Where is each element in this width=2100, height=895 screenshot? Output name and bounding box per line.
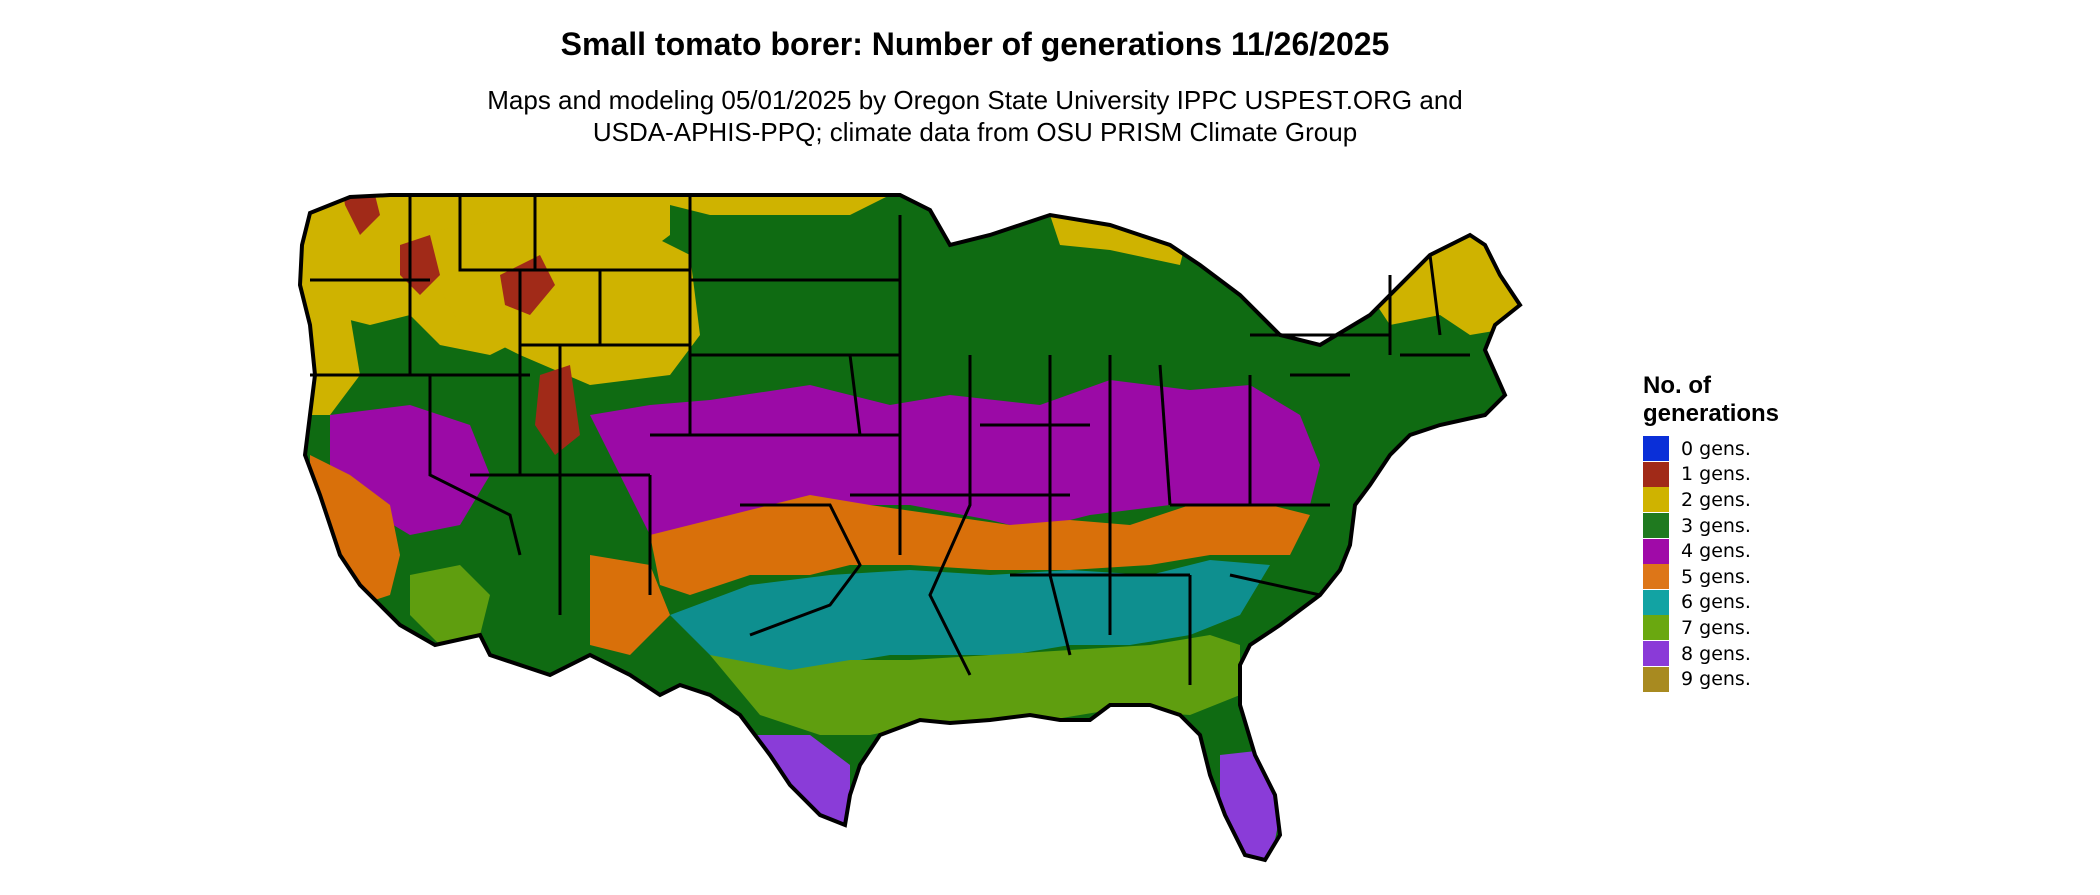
legend-item: 9 gens.: [1643, 666, 1823, 692]
map-title: Small tomato borer: Number of generation…: [560, 26, 1390, 62]
band-8gens-texas: [750, 735, 850, 825]
legend-swatch: [1643, 436, 1669, 462]
legend-swatch: [1643, 615, 1669, 641]
legend-label: 7 gens.: [1681, 616, 1751, 639]
band-2gens-mountain: [410, 205, 700, 385]
legend-swatch: [1643, 461, 1669, 487]
legend-label: 0 gens.: [1681, 437, 1751, 460]
legend-label: 1 gens.: [1681, 463, 1751, 486]
legend-item: 1 gens.: [1643, 461, 1823, 488]
legend-item: 7 gens.: [1643, 615, 1823, 641]
band-6gens: [670, 560, 1270, 675]
state-boundaries: [310, 195, 1470, 685]
legend-label: 6 gens.: [1681, 591, 1751, 614]
legend-swatch: [1643, 564, 1669, 590]
band-1gen-montana: [340, 195, 380, 235]
legend-swatch: [1643, 666, 1669, 692]
legend-item: 4 gens.: [1643, 538, 1823, 564]
legend-label: 9 gens.: [1681, 668, 1751, 691]
legend: No. of generations 0 gens. 1 gens. 2 gens.…: [1643, 372, 1823, 692]
us-generations-map: [298, 193, 1522, 862]
legend-label: 5 gens.: [1681, 565, 1751, 588]
legend-swatch: [1643, 513, 1669, 539]
legend-item: 0 gens.: [1643, 436, 1823, 462]
subtitle-line-2: USDA-APHIS-PPQ; climate data from OSU PR…: [592, 117, 1358, 147]
legend-swatch: [1643, 641, 1669, 667]
legend-title: No. of generations: [1643, 372, 1780, 427]
legend-item: 2 gens.: [1643, 487, 1823, 513]
legend-item: 6 gens.: [1643, 589, 1823, 616]
legend-item: 3 gens.: [1643, 513, 1823, 539]
legend-label: 8 gens.: [1681, 642, 1751, 665]
legend-label: 3 gens.: [1681, 514, 1751, 537]
legend-swatch: [1643, 589, 1669, 615]
legend-swatch: [1643, 487, 1669, 513]
band-7gens-arizona: [410, 565, 490, 645]
legend-swatch: [1643, 538, 1669, 564]
legend-item: 8 gens.: [1643, 641, 1823, 667]
band-1gen-colorado: [535, 365, 580, 455]
legend-label: 2 gens.: [1681, 488, 1751, 511]
subtitle-line-1: Maps and modeling 05/01/2025 by Oregon S…: [487, 85, 1463, 115]
map-subtitle: Maps and modeling 05/01/2025 by Oregon S…: [0, 84, 1950, 148]
legend-item: 5 gens.: [1643, 564, 1823, 590]
band-2gens-dakotas: [670, 195, 890, 215]
legend-label: 4 gens.: [1681, 540, 1751, 563]
legend-items: 0 gens. 1 gens. 2 gens. 3 gens. 4 gens. 5 gen…: [1643, 436, 1823, 692]
band-5gens: [650, 495, 1310, 595]
